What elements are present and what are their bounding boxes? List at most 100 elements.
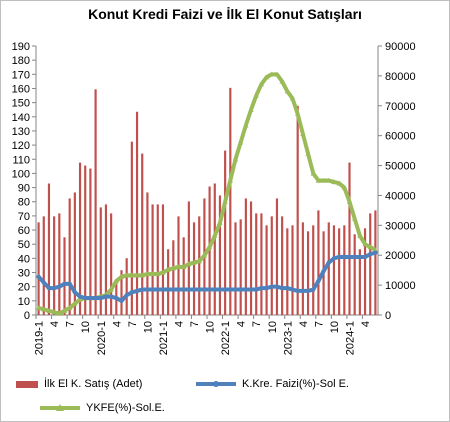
ykfe-point [326,177,332,183]
faiz-point [160,287,166,292]
x-axis-tick-label: 4 [360,321,372,327]
right-axis-tick-label: 40000 [385,190,416,202]
x-axis-tick-label: 2024-1 [345,321,357,355]
bar-sales [218,195,222,315]
bar-sales [275,198,279,315]
ykfe-point [310,170,316,176]
ykfe-point [212,232,218,238]
x-axis-tick-label: 4 [236,321,248,327]
faiz-point [357,254,363,260]
right-axis-tick-label: 90000 [385,41,416,53]
left-axis-tick-label: 20 [18,282,30,294]
chart-title: Konut Kredi Faizi ve İlk El Konut Satışl… [88,6,362,22]
bar-sales [332,225,336,315]
bar-sales [94,89,97,315]
bar-sales [255,213,258,315]
faiz-point [279,285,285,291]
legend-swatch-bar [16,380,38,388]
faiz-point [129,290,135,295]
left-axis-tick-label: 110 [12,154,30,166]
ykfe-point [357,232,363,238]
ykfe-point [315,177,322,183]
faiz-point [98,295,103,301]
ykfe-point [284,88,290,94]
right-axis-tick-label: 50000 [385,161,416,173]
bar-sales [135,111,139,315]
legend-swatch-line-ykfe [40,404,80,411]
bar-sales [312,225,315,315]
bar-sales [244,198,247,315]
x-axis-tick-label: 2023-1 [282,321,294,355]
ykfe-point [367,244,373,250]
right-axis-tick-label: 0 [385,310,391,322]
right-axis-tick-label: 80000 [385,71,416,83]
left-axis-tick-label: 50 [18,239,30,251]
legend-label: YKFE(%)-Sol.E. [86,402,165,414]
x-axis-tick-label: 4 [49,321,61,327]
bar-sales [363,228,367,315]
bar-sales [224,150,227,315]
bar-sales [120,270,123,315]
x-axis-tick-label: 4 [111,321,123,327]
ykfe-point [274,71,280,77]
left-axis-tick-label: 100 [12,168,30,180]
ykfe-point [263,74,270,80]
x-axis-tick-label: 2021-1 [158,321,170,355]
bar-sales [37,222,40,315]
ykfe-point [72,300,78,306]
ykfe-point [191,259,197,265]
ykfe-point [258,81,265,87]
faiz-point [336,254,342,260]
faiz-point [171,287,176,292]
bar-sales [353,234,356,315]
right-axis-tick-label: 70000 [385,101,416,113]
ykfe-point [118,273,125,279]
faiz-point [150,287,155,292]
ykfe-point [341,184,347,190]
left-axis-tick-label: 10 [18,296,30,308]
ykfe-point [165,266,171,272]
faiz-point [352,254,357,260]
faiz-point [373,250,378,255]
faiz-point [202,287,207,292]
left-axis-tick-label: 170 [12,69,30,81]
left-axis-tick-label: 60 [18,225,30,237]
ykfe-point [129,272,135,278]
bar-sales [146,192,149,315]
faiz-point [145,287,150,292]
ykfe-point [160,269,166,275]
left-axis-tick-label: 70 [18,211,30,223]
ykfe-point [289,95,296,101]
x-axis-tick-label: 7 [127,321,139,327]
bar-sales [260,213,263,315]
x-axis-tick-label: 4 [298,321,310,327]
ykfe-point [108,286,114,292]
bar-sales [99,207,102,315]
faiz-point [207,287,212,292]
ykfe-point [51,309,57,315]
faiz-point [57,284,62,289]
faiz-point [368,251,373,257]
bar-sales [249,201,253,315]
ykfe-point [227,177,233,183]
ykfe-point [331,179,337,185]
ykfe-point [175,264,182,270]
legend-item-sales: İlk El K. Satış (Adet) [16,378,142,390]
ykfe-point [222,198,228,204]
faiz-point [46,285,52,291]
right-axis-tick-label: 30000 [385,220,416,232]
x-axis-tick-label: 2020-1 [96,321,108,355]
bar-sales [358,249,361,315]
faiz-point [197,287,202,292]
bar-sales [213,183,216,315]
bar-sales [68,198,71,315]
faiz-point [228,287,233,292]
ykfe-point [372,247,379,253]
bar-sales [270,216,273,315]
ykfe-point [35,305,42,311]
faiz-point [305,288,311,294]
bar-sales [369,213,372,315]
faiz-point [290,287,295,292]
x-axis-tick-label: 2019-1 [34,321,46,355]
faiz-point [67,281,72,287]
